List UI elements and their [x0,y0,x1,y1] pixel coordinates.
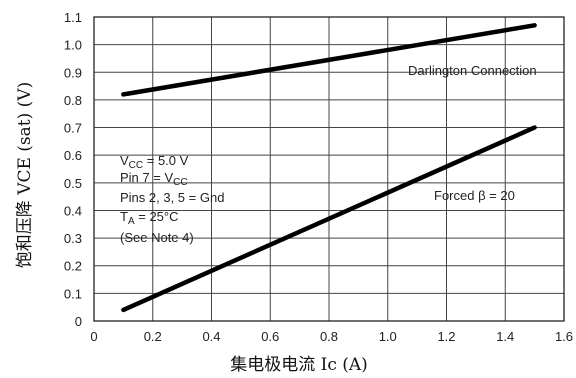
y-tick-label: 0.2 [64,259,82,274]
y-tick-label: 0.1 [64,286,82,301]
y-tick-label: 0 [75,314,82,329]
x-tick-label: 1.0 [379,329,397,344]
y-tick-label: 0.6 [64,148,82,163]
x-tick-label: 1.2 [437,329,455,344]
series-lines [121,23,537,313]
series-label-forced-beta: Forced β = 20 [434,188,515,203]
y-tick-label: 0.5 [64,176,82,191]
y-tick-label: 1.1 [64,10,82,25]
condition-pins-gnd: Pins 2, 3, 5 = Gnd [120,190,224,205]
y-tick-label: 0.9 [64,65,82,80]
plot-frame [93,16,565,322]
x-tick-label: 0.2 [144,329,162,344]
y-tick-label: 0.4 [64,203,82,218]
x-axis-title: 集电极电流 Ic (A) [230,355,368,375]
x-tick-label: 0 [90,329,97,344]
tick-labels: 0 0.2 0.4 0.6 0.8 1.0 1.2 1.4 1.6 0 0.1 0.2 0.3 0.4 0.… [64,10,573,344]
y-axis-title: 饱和压降 VCE (sat) (V) [15,82,35,268]
x-tick-label: 0.6 [261,329,279,344]
x-tick-label: 1.4 [496,329,514,344]
y-tick-label: 0.3 [64,231,82,246]
y-tick-label: 0.8 [64,93,82,108]
y-tick-label: 1.0 [64,38,82,53]
series-line-1 [121,125,537,313]
condition-note: (See Note 4) [120,230,194,245]
x-tick-label: 0.4 [202,329,220,344]
condition-vcc: VCC = 5.0 V [120,153,189,171]
y-tick-label: 0.7 [64,121,82,136]
condition-pin7: Pin 7 = VCC [120,170,188,188]
x-tick-label: 1.6 [555,329,573,344]
series-line-0 [121,23,537,97]
series-label-darlington: Darlington Connection [408,63,537,78]
x-tick-label: 0.8 [320,329,338,344]
test-conditions: VCC = 5.0 V Pin 7 = VCC Pins 2, 3, 5 = G… [120,153,224,245]
condition-ta: TA = 25°C [120,209,179,227]
